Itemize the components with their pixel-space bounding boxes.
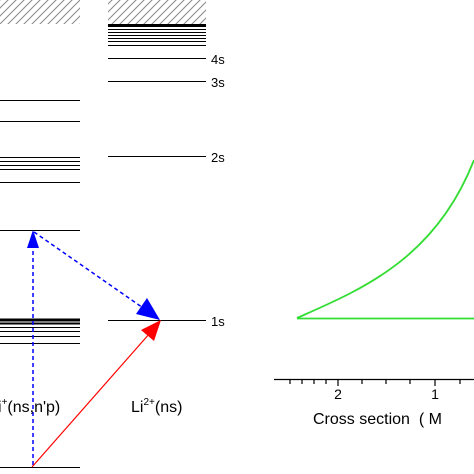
excitation-arrow-head: [27, 230, 39, 248]
left-column-label: i+(ns,n'p): [0, 397, 60, 416]
level-1s-label: 1s: [211, 314, 225, 329]
ionization-arrow-head: [141, 320, 161, 341]
axis-tick-label: 1: [431, 386, 439, 402]
left-level-group: [0, 100, 80, 231]
level-2s-label: 2s: [211, 150, 225, 165]
axis-tick-label: 2: [334, 386, 342, 402]
right-continuum-hatch: [108, 0, 206, 24]
axis-title: Cross section ( M: [313, 411, 442, 428]
level-3s-label: 3s: [211, 75, 225, 90]
transfer-arrow-head: [136, 298, 160, 320]
cross-section-axis: [274, 378, 474, 386]
right-continuum-band: [108, 24, 206, 46]
transfer-arrow-shaft: [33, 231, 147, 311]
left-level-band: [0, 318, 80, 468]
right-column-label: Li2+(ns): [131, 397, 182, 416]
ionization-arrow-shaft: [31, 332, 151, 468]
left-continuum-hatch: [0, 0, 80, 24]
level-4s-label: 4s: [211, 52, 225, 67]
cross-section-curve: [296, 159, 474, 319]
